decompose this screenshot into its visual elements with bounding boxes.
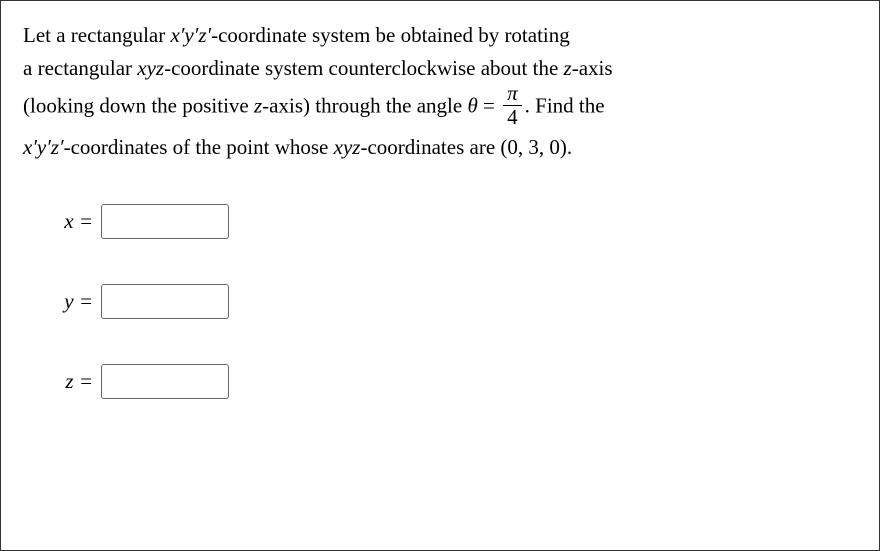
answer-row-x: x = <box>51 204 857 239</box>
problem-statement: Let a rectangular x′y′z′-coordinate syst… <box>23 19 857 164</box>
answer-row-y: y = <box>51 284 857 319</box>
x-input[interactable] <box>101 204 229 239</box>
answer-row-z: z = <box>51 364 857 399</box>
text-segment: -coordinate system be obtained by rotati… <box>211 23 570 47</box>
y-label: y = <box>51 285 101 318</box>
text-segment: -coordinates are <box>360 135 500 159</box>
text-segment: a rectangular <box>23 56 137 80</box>
x-label: x = <box>51 205 101 238</box>
text-segment: Let a rectangular <box>23 23 171 47</box>
equals-sign: = <box>478 94 500 118</box>
coord-system-3: x′y′z′ <box>23 135 64 159</box>
text-segment: (looking down the positive <box>23 94 254 118</box>
z-var: z <box>254 94 262 118</box>
point-value: (0, 3, 0) <box>500 135 567 159</box>
period: . <box>567 135 572 159</box>
z-var: z <box>564 56 572 80</box>
z-input[interactable] <box>101 364 229 399</box>
text-segment: -coordinates of the point whose <box>64 135 334 159</box>
coord-system-1: x′y′z′ <box>171 23 212 47</box>
text-segment: -axis <box>572 56 613 80</box>
theta-var: θ <box>467 94 477 118</box>
answers-section: x = y = z = <box>23 204 857 399</box>
fraction-denominator: 4 <box>503 106 522 129</box>
fraction-pi-4: π4 <box>503 82 522 129</box>
coord-system-2: xyz <box>137 56 164 80</box>
coord-system-4: xyz <box>334 135 361 159</box>
y-input[interactable] <box>101 284 229 319</box>
fraction-numerator: π <box>503 82 522 106</box>
text-segment: . Find the <box>525 94 605 118</box>
text-segment: -axis) through the angle <box>262 94 467 118</box>
z-label: z = <box>51 365 101 398</box>
text-segment: -coordinate system counterclockwise abou… <box>164 56 563 80</box>
